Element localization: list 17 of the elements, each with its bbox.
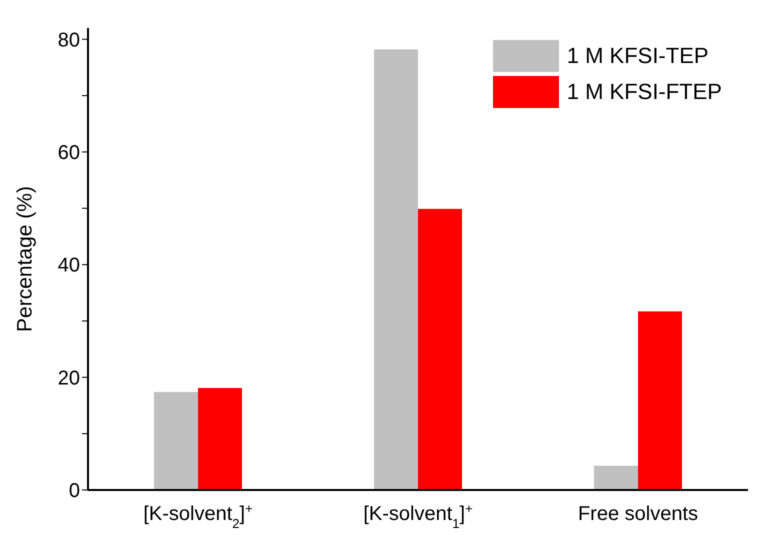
legend-label: 1 M KFSI-FTEP bbox=[566, 79, 722, 105]
y-tick-label: 0 bbox=[68, 480, 80, 502]
y-tick-label: 80 bbox=[58, 29, 80, 52]
bar bbox=[594, 466, 638, 490]
bar bbox=[638, 311, 682, 490]
bar bbox=[154, 392, 198, 490]
x-tick-label: [K-solvent$_{1}$]$^{+}$ bbox=[363, 500, 473, 530]
bar bbox=[374, 49, 418, 490]
y-axis-title: Percentage (%) bbox=[13, 186, 36, 332]
y-tick-label: 60 bbox=[58, 142, 80, 164]
x-tick-label: Free solvents bbox=[578, 503, 698, 525]
y-tick-label: 20 bbox=[58, 367, 80, 390]
legend-label: 1 M KFSI-TEP bbox=[566, 43, 709, 69]
x-tick-label: [K-solvent$_{2}$]$^{+}$ bbox=[143, 500, 253, 530]
bar bbox=[198, 388, 242, 490]
bar bbox=[418, 208, 462, 490]
y-tick-label: 40 bbox=[58, 254, 80, 277]
